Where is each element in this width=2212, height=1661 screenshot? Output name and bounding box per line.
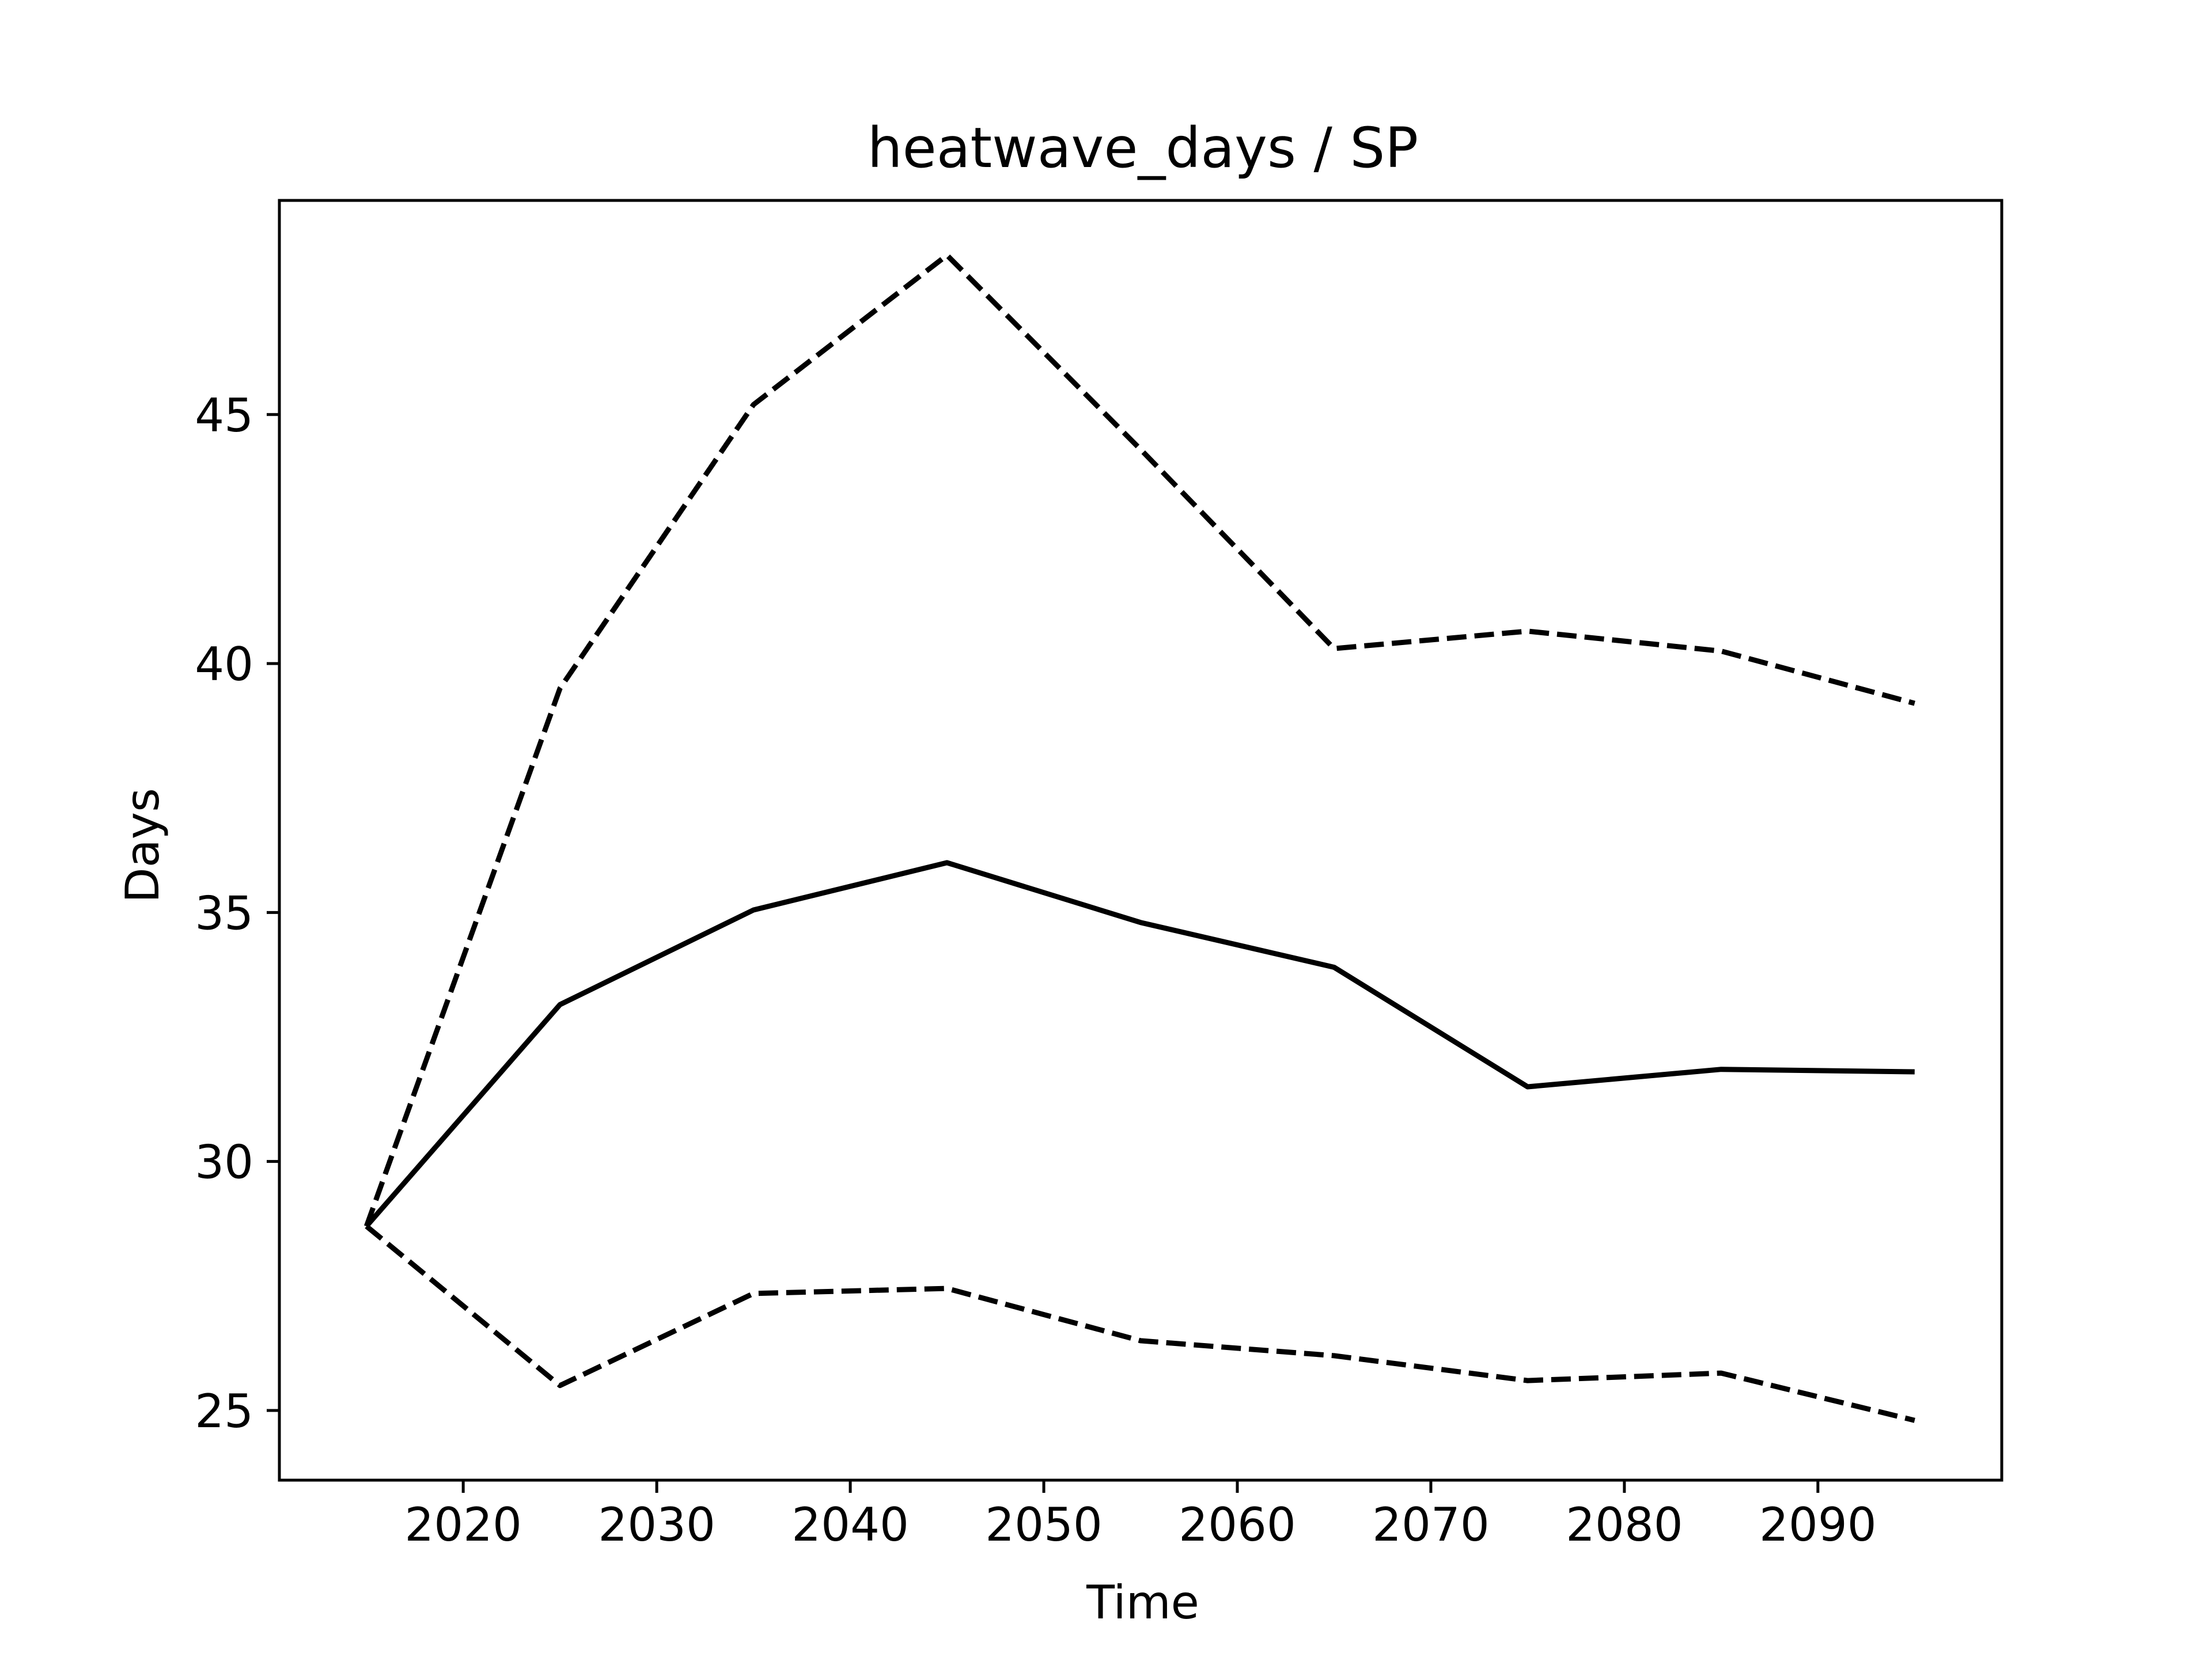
y-tick-label: 35 (195, 886, 253, 940)
y-tick-label: 30 (195, 1136, 253, 1189)
x-tick-label: 2080 (1566, 1498, 1683, 1552)
chart-title: heatwave_days / SP (868, 116, 1418, 180)
series-line-2 (364, 860, 1915, 1228)
y-tick-label: 45 (195, 389, 253, 442)
x-tick-label: 2050 (985, 1498, 1103, 1552)
x-tick-label: 2020 (404, 1498, 522, 1552)
series-line-3 (365, 1224, 1915, 1423)
x-tick-label: 2040 (791, 1498, 909, 1552)
x-tick-label: 2090 (1759, 1498, 1877, 1552)
y-axis-label: Days (116, 788, 169, 903)
series-line-1 (363, 252, 1915, 1227)
y-tick-label: 40 (195, 638, 253, 691)
y-tick-label: 25 (195, 1385, 253, 1438)
x-tick-label: 2060 (1179, 1498, 1296, 1552)
x-axis-label: Time (1086, 1576, 1199, 1629)
plot-frame (278, 199, 2003, 1482)
x-tick-label: 2030 (598, 1498, 715, 1552)
x-tick-label: 2070 (1372, 1498, 1490, 1552)
plot-area: 2020 2030 2040 2050 2060 2070 2080 2090 25 30 35 40… (195, 199, 2003, 1552)
